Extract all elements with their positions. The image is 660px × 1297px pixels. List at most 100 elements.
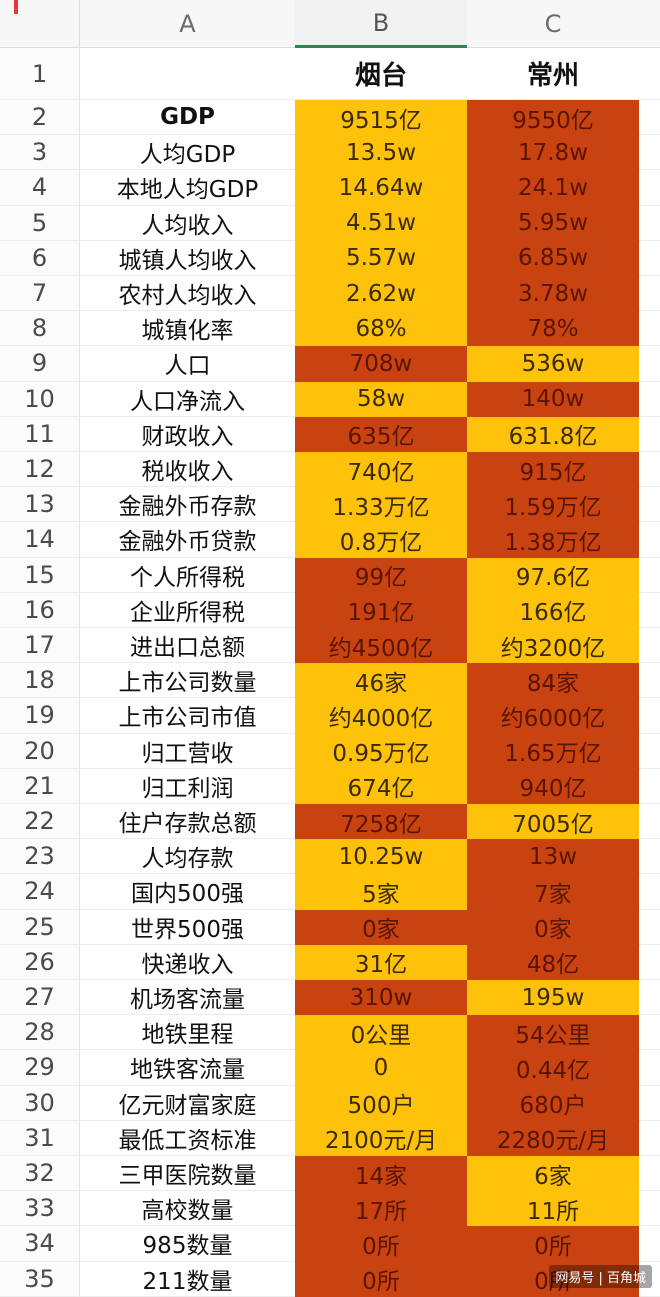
row-number[interactable]: 11: [0, 416, 80, 452]
changzhou-value-cell[interactable]: 13w: [467, 839, 639, 875]
changzhou-value-cell[interactable]: 97.6亿: [467, 557, 639, 593]
header-cell-a[interactable]: [80, 48, 295, 100]
yantai-value-cell[interactable]: 4.51w: [295, 205, 467, 241]
row-number[interactable]: 24: [0, 874, 80, 910]
changzhou-value-cell[interactable]: 17.8w: [467, 135, 639, 171]
row-number[interactable]: 35: [0, 1261, 80, 1297]
empty-cell[interactable]: [639, 768, 660, 804]
row-number[interactable]: 34: [0, 1226, 80, 1262]
empty-cell[interactable]: [639, 663, 660, 699]
yantai-value-cell[interactable]: 0.8万亿: [295, 522, 467, 558]
row-number[interactable]: 26: [0, 944, 80, 980]
row-number[interactable]: 9: [0, 346, 80, 382]
yantai-value-cell[interactable]: 31亿: [295, 944, 467, 980]
yantai-value-cell[interactable]: 68%: [295, 311, 467, 347]
metric-label-cell[interactable]: 最低工资标准: [80, 1120, 295, 1156]
empty-cell[interactable]: [639, 557, 660, 593]
metric-label-cell[interactable]: 三甲医院数量: [80, 1156, 295, 1192]
metric-label-cell[interactable]: 世界500强: [80, 909, 295, 945]
row-number[interactable]: 10: [0, 381, 80, 417]
changzhou-value-cell[interactable]: 84家: [467, 663, 639, 699]
metric-label-cell[interactable]: 985数量: [80, 1226, 295, 1262]
row-number[interactable]: 3: [0, 135, 80, 171]
empty-cell[interactable]: [639, 1050, 660, 1086]
empty-cell[interactable]: [639, 1085, 660, 1121]
empty-cell[interactable]: [639, 944, 660, 980]
empty-cell[interactable]: [639, 698, 660, 734]
empty-cell[interactable]: [639, 1120, 660, 1156]
metric-label-cell[interactable]: 个人所得税: [80, 557, 295, 593]
empty-cell[interactable]: [639, 592, 660, 628]
yantai-value-cell[interactable]: 708w: [295, 346, 467, 382]
row-number[interactable]: 6: [0, 240, 80, 276]
empty-cell[interactable]: [639, 874, 660, 910]
header-cell-changzhou[interactable]: 常州: [467, 48, 639, 100]
metric-label-cell[interactable]: 住户存款总额: [80, 804, 295, 840]
row-number[interactable]: 12: [0, 452, 80, 488]
yantai-value-cell[interactable]: 674亿: [295, 768, 467, 804]
header-cell-yantai[interactable]: 烟台: [295, 48, 467, 100]
row-number[interactable]: 16: [0, 592, 80, 628]
empty-cell[interactable]: [639, 48, 660, 100]
row-number[interactable]: 14: [0, 522, 80, 558]
empty-cell[interactable]: [639, 628, 660, 664]
metric-label-cell[interactable]: 金融外币贷款: [80, 522, 295, 558]
yantai-value-cell[interactable]: 约4000亿: [295, 698, 467, 734]
metric-label-cell[interactable]: 企业所得税: [80, 592, 295, 628]
metric-label-cell[interactable]: 农村人均收入: [80, 276, 295, 312]
empty-cell[interactable]: [639, 1191, 660, 1227]
row-number[interactable]: 29: [0, 1050, 80, 1086]
metric-label-cell[interactable]: 城镇人均收入: [80, 240, 295, 276]
empty-cell[interactable]: [639, 804, 660, 840]
changzhou-value-cell[interactable]: 9550亿: [467, 100, 639, 136]
metric-label-cell[interactable]: 人均GDP: [80, 135, 295, 171]
metric-label-cell[interactable]: 快递收入: [80, 944, 295, 980]
changzhou-value-cell[interactable]: 166亿: [467, 592, 639, 628]
changzhou-value-cell[interactable]: 1.38万亿: [467, 522, 639, 558]
column-header-b[interactable]: B: [295, 0, 467, 48]
changzhou-value-cell[interactable]: 940亿: [467, 768, 639, 804]
row-number[interactable]: 20: [0, 733, 80, 769]
column-header-a[interactable]: A: [80, 0, 295, 48]
empty-cell[interactable]: [639, 980, 660, 1016]
yantai-value-cell[interactable]: 9515亿: [295, 100, 467, 136]
empty-cell[interactable]: [639, 346, 660, 382]
changzhou-value-cell[interactable]: 3.78w: [467, 276, 639, 312]
empty-cell[interactable]: [639, 1226, 660, 1262]
metric-label-cell[interactable]: 税收收入: [80, 452, 295, 488]
metric-label-cell[interactable]: 归工利润: [80, 768, 295, 804]
empty-cell[interactable]: [639, 733, 660, 769]
row-number[interactable]: 18: [0, 663, 80, 699]
metric-label-cell[interactable]: 上市公司市值: [80, 698, 295, 734]
changzhou-value-cell[interactable]: 1.59万亿: [467, 487, 639, 523]
row-number[interactable]: 7: [0, 276, 80, 312]
empty-cell[interactable]: [639, 1156, 660, 1192]
changzhou-value-cell[interactable]: 0.44亿: [467, 1050, 639, 1086]
changzhou-value-cell[interactable]: 54公里: [467, 1015, 639, 1051]
empty-cell[interactable]: [639, 170, 660, 206]
yantai-value-cell[interactable]: 17所: [295, 1191, 467, 1227]
empty-cell[interactable]: [639, 452, 660, 488]
yantai-value-cell[interactable]: 0公里: [295, 1015, 467, 1051]
changzhou-value-cell[interactable]: 1.65万亿: [467, 733, 639, 769]
yantai-value-cell[interactable]: 0所: [295, 1226, 467, 1262]
row-number[interactable]: 31: [0, 1120, 80, 1156]
yantai-value-cell[interactable]: 0: [295, 1050, 467, 1086]
row-number[interactable]: 22: [0, 804, 80, 840]
changzhou-value-cell[interactable]: 0所: [467, 1226, 639, 1262]
metric-label-cell[interactable]: 人均存款: [80, 839, 295, 875]
yantai-value-cell[interactable]: 5家: [295, 874, 467, 910]
yantai-value-cell[interactable]: 740亿: [295, 452, 467, 488]
metric-label-cell[interactable]: 国内500强: [80, 874, 295, 910]
changzhou-value-cell[interactable]: 680户: [467, 1085, 639, 1121]
yantai-value-cell[interactable]: 500户: [295, 1085, 467, 1121]
metric-label-cell[interactable]: 地铁里程: [80, 1015, 295, 1051]
row-number[interactable]: 33: [0, 1191, 80, 1227]
yantai-value-cell[interactable]: 1.33万亿: [295, 487, 467, 523]
metric-label-cell[interactable]: 进出口总额: [80, 628, 295, 664]
empty-cell[interactable]: [639, 240, 660, 276]
changzhou-value-cell[interactable]: 6.85w: [467, 240, 639, 276]
metric-label-cell[interactable]: 上市公司数量: [80, 663, 295, 699]
changzhou-value-cell[interactable]: 48亿: [467, 944, 639, 980]
row-number[interactable]: 13: [0, 487, 80, 523]
